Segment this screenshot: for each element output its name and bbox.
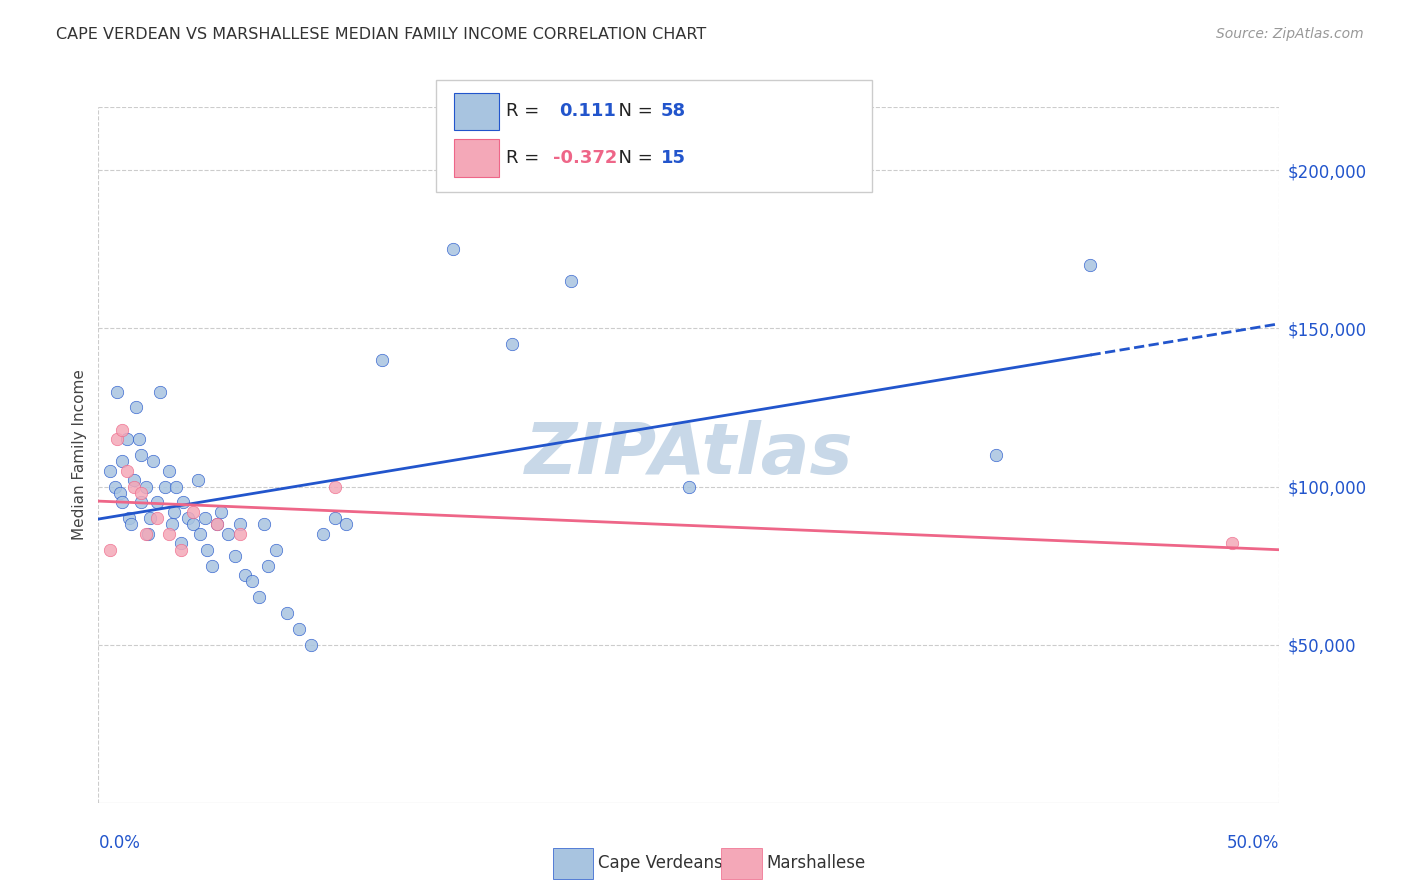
Point [170, 536, 193, 550]
Point [146, 495, 169, 509]
Point [195, 542, 218, 557]
Point [118, 511, 141, 525]
Point [264, 542, 287, 557]
Point [209, 505, 232, 519]
Point [149, 384, 172, 399]
Point [240, 574, 263, 589]
Point [165, 479, 187, 493]
Text: 0.111: 0.111 [560, 103, 616, 120]
Point [181, 517, 204, 532]
Point [441, 243, 464, 257]
Point [177, 511, 200, 525]
Point [678, 479, 700, 493]
Point [187, 473, 209, 487]
Point [129, 486, 152, 500]
Point [323, 479, 346, 493]
Point [205, 517, 228, 532]
Point [224, 549, 246, 563]
Point [257, 558, 280, 573]
Point [984, 448, 1007, 462]
Text: ZIPAtlas: ZIPAtlas [524, 420, 853, 490]
Point [170, 542, 193, 557]
Point [560, 274, 582, 288]
Point [146, 511, 169, 525]
Y-axis label: Median Family Income: Median Family Income [72, 369, 87, 541]
Point [139, 511, 162, 525]
Point [136, 527, 159, 541]
Text: 15: 15 [661, 149, 686, 167]
Point [335, 517, 357, 532]
Point [122, 473, 145, 487]
Text: CAPE VERDEAN VS MARSHALLESE MEDIAN FAMILY INCOME CORRELATION CHART: CAPE VERDEAN VS MARSHALLESE MEDIAN FAMIL… [56, 27, 706, 42]
Point [129, 448, 152, 462]
Point [111, 495, 134, 509]
Text: -0.372: -0.372 [553, 149, 617, 167]
Text: N =: N = [607, 103, 659, 120]
Point [135, 527, 157, 541]
Point [122, 479, 145, 493]
Point [125, 401, 148, 415]
Point [323, 511, 346, 525]
Point [217, 527, 239, 541]
Point [111, 423, 134, 437]
Point [121, 517, 143, 532]
Point [98, 542, 121, 557]
Text: Cape Verdeans: Cape Verdeans [598, 855, 723, 872]
Point [253, 517, 276, 532]
Point [1220, 536, 1243, 550]
Point [501, 337, 523, 351]
Text: Marshallese: Marshallese [766, 855, 866, 872]
Point [299, 638, 322, 652]
Text: 58: 58 [661, 103, 686, 120]
Point [115, 432, 138, 446]
Point [129, 495, 152, 509]
Text: R =: R = [506, 103, 551, 120]
Point [194, 511, 217, 525]
Point [172, 495, 194, 509]
Point [142, 454, 165, 468]
Point [163, 505, 186, 519]
Point [201, 558, 224, 573]
Point [115, 464, 138, 478]
Point [157, 464, 180, 478]
Point [205, 517, 228, 532]
Point [108, 486, 131, 500]
Text: N =: N = [607, 149, 659, 167]
Text: Source: ZipAtlas.com: Source: ZipAtlas.com [1216, 27, 1364, 41]
Text: 0.0%: 0.0% [98, 834, 141, 852]
Point [312, 527, 335, 541]
Text: R =: R = [506, 149, 546, 167]
Point [105, 432, 128, 446]
Point [104, 479, 127, 493]
Point [276, 606, 298, 620]
Point [1080, 258, 1102, 272]
Point [111, 454, 134, 468]
Point [157, 527, 180, 541]
Point [247, 591, 270, 605]
Point [229, 517, 252, 532]
Point [153, 479, 176, 493]
Point [98, 464, 121, 478]
Point [105, 384, 128, 399]
Point [188, 527, 211, 541]
Point [371, 353, 394, 368]
Point [288, 622, 311, 636]
Text: 50.0%: 50.0% [1227, 834, 1279, 852]
Point [181, 505, 204, 519]
Point [128, 432, 150, 446]
Point [233, 568, 256, 582]
Point [229, 527, 252, 541]
Point [160, 517, 183, 532]
Point [135, 479, 157, 493]
